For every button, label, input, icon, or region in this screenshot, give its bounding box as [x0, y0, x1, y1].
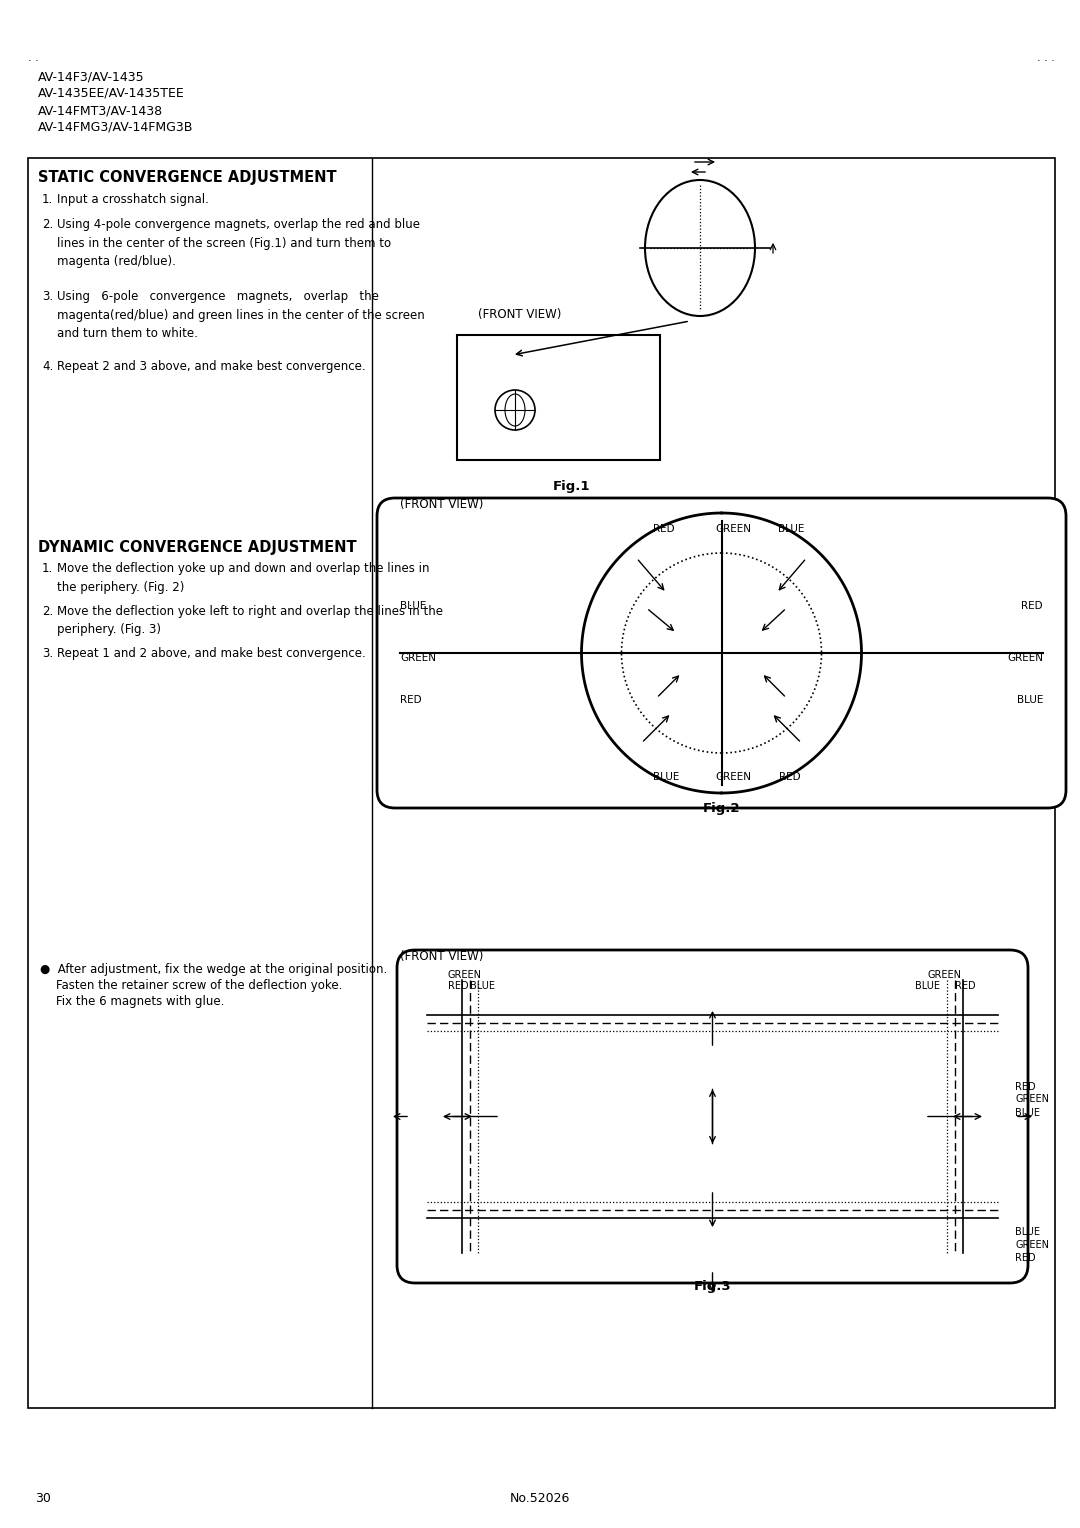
Text: (FRONT VIEW): (FRONT VIEW) — [400, 950, 484, 963]
Text: GREEN: GREEN — [1015, 1094, 1049, 1105]
Text: 2.: 2. — [42, 219, 53, 231]
Text: RED: RED — [1022, 601, 1043, 611]
Text: ●  After adjustment, fix the wedge at the original position.: ● After adjustment, fix the wedge at the… — [40, 963, 388, 976]
Text: GREEN: GREEN — [715, 524, 752, 533]
Text: DYNAMIC CONVERGENCE ADJUSTMENT: DYNAMIC CONVERGENCE ADJUSTMENT — [38, 539, 356, 555]
Text: . . .: . . . — [1037, 53, 1055, 63]
Text: Repeat 1 and 2 above, and make best convergence.: Repeat 1 and 2 above, and make best conv… — [57, 646, 366, 660]
Text: 4.: 4. — [42, 361, 53, 373]
Text: Move the deflection yoke left to right and overlap the lines in the
periphery. (: Move the deflection yoke left to right a… — [57, 605, 443, 637]
Text: BLUE: BLUE — [400, 601, 427, 611]
Text: BLUE: BLUE — [653, 772, 679, 782]
Text: RED: RED — [652, 524, 674, 533]
Text: BLUE: BLUE — [1015, 1108, 1040, 1117]
Text: BLUE: BLUE — [915, 981, 940, 992]
Text: BLUE: BLUE — [1015, 1227, 1040, 1238]
Text: 30: 30 — [35, 1491, 51, 1505]
Text: Repeat 2 and 3 above, and make best convergence.: Repeat 2 and 3 above, and make best conv… — [57, 361, 366, 373]
Text: 3.: 3. — [42, 646, 53, 660]
Text: GREEN: GREEN — [928, 970, 962, 979]
Text: (FRONT VIEW): (FRONT VIEW) — [478, 309, 562, 321]
Text: . .: . . — [28, 53, 39, 63]
Text: Fig.3: Fig.3 — [693, 1280, 731, 1293]
Text: No.52026: No.52026 — [510, 1491, 570, 1505]
Text: GREEN: GREEN — [1015, 1241, 1049, 1250]
Text: GREEN: GREEN — [400, 652, 436, 663]
Text: 1.: 1. — [42, 562, 53, 575]
Text: BLUE: BLUE — [1016, 695, 1043, 704]
Text: AV-14F3/AV-1435: AV-14F3/AV-1435 — [38, 70, 145, 83]
Text: Fig.1: Fig.1 — [553, 480, 591, 494]
Text: Using   6-pole   convergence   magnets,   overlap   the
magenta(red/blue) and gr: Using 6-pole convergence magnets, overla… — [57, 290, 424, 341]
Text: Move the deflection yoke up and down and overlap the lines in
the periphery. (Fi: Move the deflection yoke up and down and… — [57, 562, 430, 593]
Text: GREEN: GREEN — [715, 772, 752, 782]
Text: Using 4-pole convergence magnets, overlap the red and blue
lines in the center o: Using 4-pole convergence magnets, overla… — [57, 219, 420, 267]
Bar — [457, 335, 660, 460]
Text: RED: RED — [955, 981, 975, 992]
Text: AV-1435EE/AV-1435TEE: AV-1435EE/AV-1435TEE — [38, 87, 185, 99]
Text: GREEN: GREEN — [1007, 652, 1043, 663]
Text: Fix the 6 magnets with glue.: Fix the 6 magnets with glue. — [56, 995, 225, 1008]
FancyBboxPatch shape — [397, 950, 1028, 1284]
Text: 3.: 3. — [42, 290, 53, 303]
Bar — [28, 157, 1055, 1407]
Text: 1.: 1. — [42, 193, 53, 206]
Text: AV-14FMG3/AV-14FMG3B: AV-14FMG3/AV-14FMG3B — [38, 121, 193, 134]
Text: BLUE: BLUE — [779, 524, 805, 533]
FancyBboxPatch shape — [377, 498, 1066, 808]
Text: STATIC CONVERGENCE ADJUSTMENT: STATIC CONVERGENCE ADJUSTMENT — [38, 170, 337, 185]
Text: Input a crosshatch signal.: Input a crosshatch signal. — [57, 193, 208, 206]
Text: (FRONT VIEW): (FRONT VIEW) — [400, 498, 484, 510]
Text: RED: RED — [1015, 1082, 1036, 1091]
Text: GREEN: GREEN — [448, 970, 482, 979]
Text: RED: RED — [779, 772, 800, 782]
Text: 2.: 2. — [42, 605, 53, 617]
Text: RED: RED — [400, 695, 421, 704]
Text: Fasten the retainer screw of the deflection yoke.: Fasten the retainer screw of the deflect… — [56, 979, 342, 992]
Text: BLUE: BLUE — [470, 981, 495, 992]
Text: RED: RED — [1015, 1253, 1036, 1264]
Text: AV-14FMT3/AV-1438: AV-14FMT3/AV-1438 — [38, 104, 163, 118]
Text: Fig.2: Fig.2 — [703, 802, 740, 814]
Text: RED: RED — [448, 981, 469, 992]
